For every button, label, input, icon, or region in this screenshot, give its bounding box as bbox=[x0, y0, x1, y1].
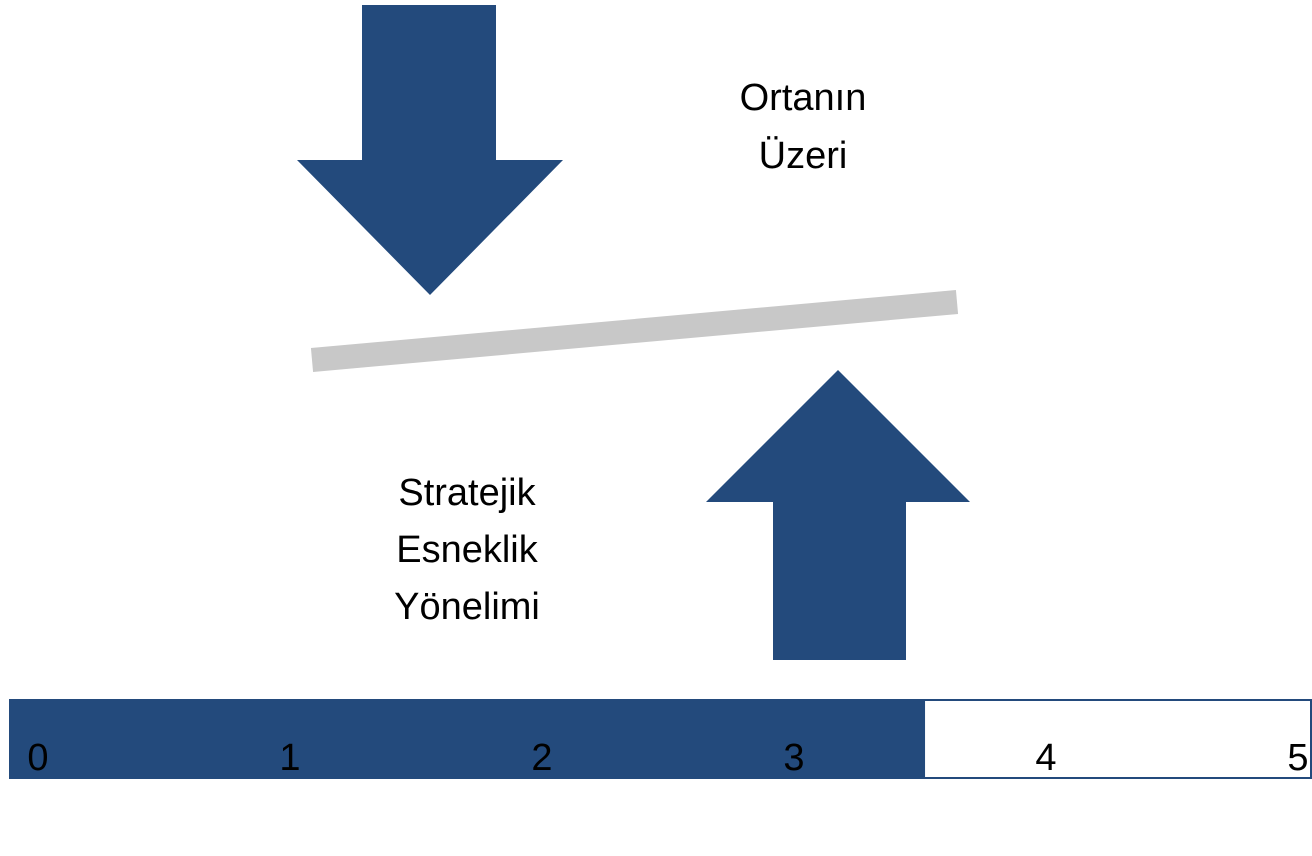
up-arrow bbox=[706, 370, 970, 660]
x-tick-label: 0 bbox=[27, 737, 48, 779]
x-tick-label: 4 bbox=[1035, 737, 1056, 779]
annotation: Ortanın Üzeri bbox=[740, 77, 867, 177]
x-tick-label: 2 bbox=[531, 737, 552, 779]
annotation: Stratejik Esneklik Yönelimi bbox=[394, 472, 540, 628]
x-tick-label: 5 bbox=[1287, 737, 1308, 779]
down-arrow bbox=[297, 5, 563, 295]
balance-beam bbox=[310, 290, 959, 372]
bar bbox=[10, 700, 926, 778]
x-tick-label: 1 bbox=[279, 737, 300, 779]
x-tick-label: 3 bbox=[783, 737, 804, 779]
